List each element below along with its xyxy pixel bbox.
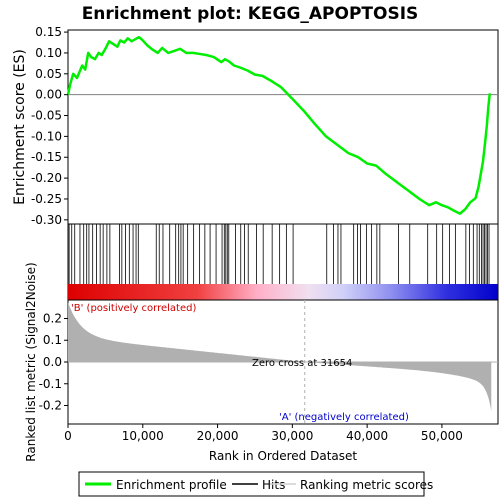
metric-y-tick-label: 0.2	[43, 311, 62, 325]
positive-correlation-label: 'B' (positively correlated)	[71, 303, 196, 314]
legend-profile-label: Enrichment profile	[116, 478, 227, 492]
metric-y-ticks: 0.2 0.1 0.0 -0.1 -0.2	[39, 311, 68, 413]
top-plot-frame	[67, 29, 499, 225]
es-y-tick-label: -0.05	[31, 109, 62, 123]
ranking-color-bar	[68, 284, 498, 300]
legend-metric-label: Ranking metric scores	[300, 478, 433, 492]
x-tick-label: 10,000	[122, 429, 164, 443]
hits-panel	[67, 223, 499, 301]
es-y-tick-label: 0.10	[35, 46, 62, 60]
negative-correlation-label: 'A' (negatively correlated)	[279, 412, 409, 423]
x-tick-label: 40,000	[346, 429, 388, 443]
es-y-tick-label: -0.10	[31, 129, 62, 143]
ranked-metric-area	[68, 302, 492, 411]
x-tick-label: 0	[64, 429, 72, 443]
es-y-tick-label: -0.25	[31, 192, 62, 206]
x-tick-label: 30,000	[271, 429, 313, 443]
es-y-tick-label: 0.00	[35, 88, 62, 102]
es-y-axis-label: Enrichment score (ES)	[12, 49, 28, 205]
chart-title: Enrichment plot: KEGG_APOPTOSIS	[82, 4, 419, 24]
es-y-tick-label: 0.15	[35, 25, 62, 39]
es-y-tick-label: -0.15	[31, 150, 62, 164]
x-axis-ticks: 0 10,000 20,000 30,000 40,000 50,000	[64, 424, 463, 443]
ranked-metric-panel: 0.2 0.1 0.0 -0.1 -0.2 'B' (positively correl…	[39, 299, 499, 425]
es-y-tick-label: 0.05	[35, 67, 62, 81]
hit-markers	[68, 224, 490, 284]
metric-y-tick-label: 0.0	[43, 355, 62, 369]
metric-y-tick-label: -0.2	[39, 399, 62, 413]
legend: Enrichment profile Hits Ranking metric s…	[78, 471, 433, 497]
es-y-ticks: 0.15 0.10 0.05 0.00 -0.05 -0.10 -0.15 -0.20 -0.2…	[31, 25, 68, 227]
es-y-tick-label: -0.30	[31, 213, 62, 227]
es-y-tick-label: -0.20	[31, 171, 62, 185]
zero-cross-label: Zero cross at 31654	[252, 358, 352, 369]
x-tick-label: 50,000	[421, 429, 463, 443]
x-axis-label: Rank in Ordered Dataset	[209, 449, 357, 463]
enrichment-score-panel: 0.15 0.10 0.05 0.00 -0.05 -0.10 -0.15 -0.20 -0.2…	[31, 25, 499, 227]
metric-y-tick-label: 0.1	[43, 333, 62, 347]
enrichment-profile-line	[66, 35, 492, 215]
metric-y-tick-label: -0.1	[39, 377, 62, 391]
x-tick-label: 20,000	[197, 429, 239, 443]
metric-y-axis-label: Ranked list metric (Signal2Noise)	[24, 262, 38, 461]
legend-hits-label: Hits	[262, 478, 285, 492]
